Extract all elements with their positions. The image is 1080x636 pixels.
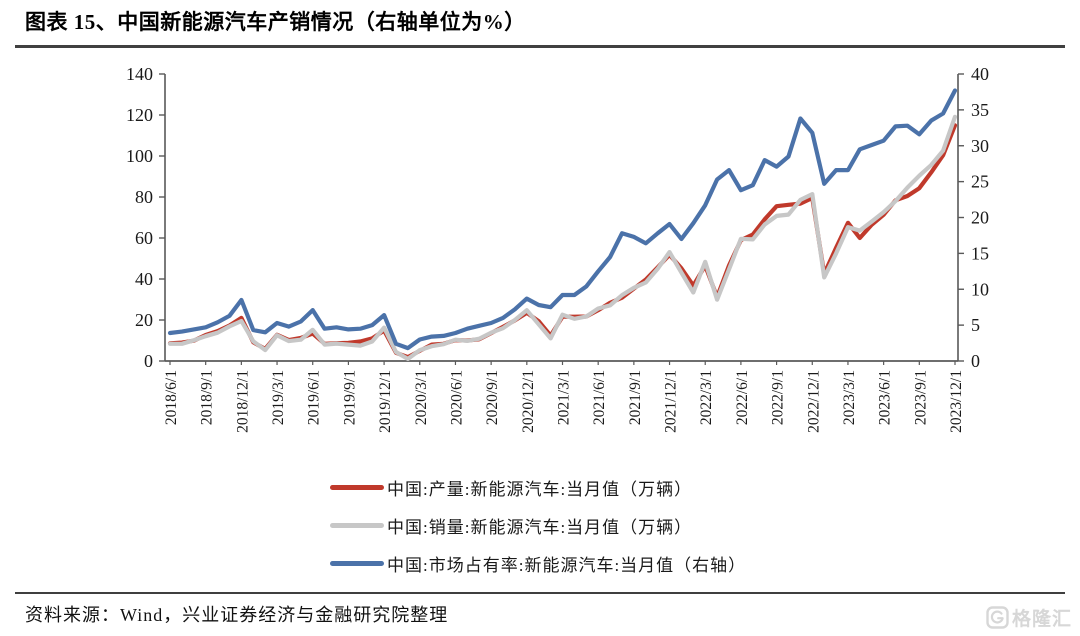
right-axis-label: 40 — [971, 64, 989, 84]
x-axis-label: 2018/9/1 — [199, 370, 216, 425]
right-axis-label: 5 — [971, 315, 980, 335]
right-axis-label: 15 — [971, 243, 989, 263]
left-axis-label: 120 — [126, 105, 153, 125]
source-text: 资料来源：Wind，兴业证券经济与金融研究院整理 — [25, 605, 449, 625]
left-axis-label: 40 — [135, 269, 153, 289]
left-axis-label: 80 — [135, 187, 153, 207]
right-axis-label: 25 — [971, 172, 989, 192]
x-axis-label: 2020/3/1 — [413, 370, 430, 425]
right-axis-label: 30 — [971, 136, 989, 156]
x-axis-label: 2020/9/1 — [484, 370, 501, 425]
x-axis-label: 2022/9/1 — [770, 370, 787, 425]
x-axis-label: 2021/3/1 — [556, 370, 573, 425]
chart-title: 图表 15、中国新能源汽车产销情况（右轴单位为%） — [25, 10, 526, 34]
x-axis-label: 2019/6/1 — [306, 370, 323, 425]
x-axis-label: 2022/12/1 — [805, 370, 822, 433]
x-axis-label: 2022/6/1 — [734, 370, 751, 425]
x-axis-label: 2019/3/1 — [270, 370, 287, 425]
x-axis-label: 2021/6/1 — [591, 370, 608, 425]
legend-label-market-share: 中国:市场占有率:新能源汽车:当月值（右轴） — [387, 555, 747, 575]
right-axis-label: 10 — [971, 279, 989, 299]
x-axis-label: 2020/12/1 — [520, 370, 537, 433]
legend-item-sales: 中国:销量:新能源汽车:当月值（万辆） — [330, 512, 746, 538]
right-axis-label: 35 — [971, 100, 989, 120]
left-axis-label: 100 — [126, 146, 153, 166]
right-axis-label: 0 — [971, 351, 980, 371]
x-axis-label: 2023/9/1 — [912, 370, 929, 425]
left-axis-label: 20 — [135, 310, 153, 330]
x-axis-label: 2023/6/1 — [877, 370, 894, 425]
market_share-line — [167, 88, 958, 351]
x-axis-label: 2018/12/1 — [234, 370, 251, 433]
legend-label-production: 中国:产量:新能源汽车:当月值（万辆） — [387, 479, 693, 499]
gelonghui-logo-icon — [986, 606, 1009, 629]
legend-swatch-market-share — [330, 560, 384, 566]
legend-label-sales: 中国:销量:新能源汽车:当月值（万辆） — [387, 517, 693, 537]
x-axis-label: 2019/12/1 — [377, 370, 394, 433]
legend-swatch-sales — [330, 522, 384, 528]
x-axis-label: 2020/6/1 — [448, 370, 465, 425]
x-axis-label: 2023/3/1 — [841, 370, 858, 425]
left-axis-label: 140 — [126, 64, 153, 84]
footer-divider-rule — [15, 592, 1065, 594]
legend: 中国:产量:新能源汽车:当月值（万辆） 中国:销量:新能源汽车:当月值（万辆） … — [330, 474, 746, 588]
sales-line — [167, 114, 958, 361]
legend-item-production: 中国:产量:新能源汽车:当月值（万辆） — [330, 474, 746, 500]
production-line — [167, 123, 958, 360]
legend-swatch-production — [330, 484, 384, 490]
x-axis-label: 2021/12/1 — [663, 370, 680, 433]
left-axis-label: 0 — [144, 351, 153, 371]
x-axis-label: 2018/6/1 — [163, 370, 180, 425]
x-axis-label: 2019/9/1 — [341, 370, 358, 425]
x-axis-label: 2023/12/1 — [948, 370, 965, 433]
nev-production-sales-line-chart: 0 20 40 60 80 100 120 140 0 5 10 15 20 25 30 35 40 2018/6… — [126, 64, 989, 433]
title-divider-rule — [15, 45, 1065, 48]
gelonghui-watermark: 格隆汇 — [986, 604, 1072, 631]
x-axis-label: 2021/9/1 — [627, 370, 644, 425]
left-axis-label: 60 — [135, 228, 153, 248]
x-axis-label: 2022/3/1 — [698, 370, 715, 425]
right-axis-label: 20 — [971, 208, 989, 228]
legend-item-market-share: 中国:市场占有率:新能源汽车:当月值（右轴） — [330, 550, 746, 576]
watermark-text: 格隆汇 — [1011, 609, 1072, 630]
